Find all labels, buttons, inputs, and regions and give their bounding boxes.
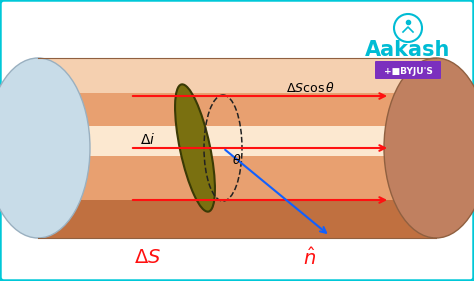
FancyArrowPatch shape xyxy=(133,145,385,151)
FancyArrowPatch shape xyxy=(225,150,326,233)
FancyArrowPatch shape xyxy=(133,197,385,203)
Text: +■BYJU'S: +■BYJU'S xyxy=(383,67,432,76)
Text: $\Delta i$: $\Delta i$ xyxy=(140,133,155,148)
Ellipse shape xyxy=(175,84,215,212)
Bar xyxy=(38,58,436,93)
Text: Aakash: Aakash xyxy=(365,40,451,60)
Ellipse shape xyxy=(0,58,90,238)
Bar xyxy=(38,200,436,238)
Text: $\theta$: $\theta$ xyxy=(232,153,242,167)
Bar xyxy=(38,58,436,238)
Text: $\Delta S$: $\Delta S$ xyxy=(135,249,162,267)
Text: $\Delta S\cos\theta$: $\Delta S\cos\theta$ xyxy=(285,81,335,95)
Text: $\hat{n}$: $\hat{n}$ xyxy=(303,247,317,269)
FancyBboxPatch shape xyxy=(375,61,441,79)
Ellipse shape xyxy=(384,58,474,238)
FancyArrowPatch shape xyxy=(133,93,385,99)
Bar xyxy=(38,126,436,156)
